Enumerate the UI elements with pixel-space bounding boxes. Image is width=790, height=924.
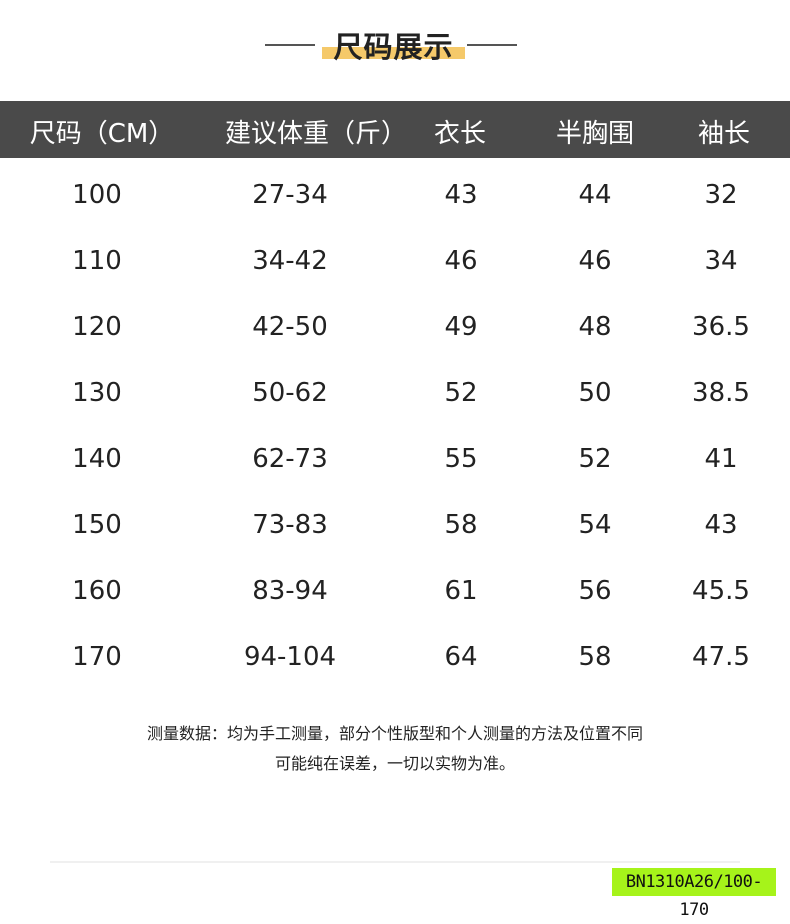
- cell-weight: 73-83: [252, 510, 328, 540]
- title-highlight: [322, 47, 465, 59]
- table-row: 140 62-73 55 52 41: [0, 444, 790, 484]
- cell-weight: 34-42: [252, 246, 328, 276]
- table-header: 尺码（CM） 建议体重（斤） 衣长 半胸围 袖长: [0, 101, 790, 158]
- cell-size: 170: [72, 642, 122, 672]
- header-weight: 建议体重（斤）: [224, 119, 408, 149]
- cell-sleeve: 43: [704, 510, 738, 540]
- cell-half-chest: 46: [578, 246, 612, 276]
- cell-weight: 94-104: [243, 642, 337, 672]
- cell-sleeve: 32: [704, 180, 738, 210]
- product-code-badge: BN1310A26/100-170: [612, 868, 776, 920]
- cell-size: 160: [72, 576, 122, 606]
- cell-size: 110: [72, 246, 122, 276]
- cell-length: 58: [444, 510, 478, 540]
- cell-size: 150: [72, 510, 122, 540]
- table-row: 120 42-50 49 48 36.5: [0, 312, 790, 352]
- cell-sleeve: 45.5: [692, 576, 750, 606]
- cell-half-chest: 56: [578, 576, 612, 606]
- cell-weight: 62-73: [252, 444, 328, 474]
- note-line-2: 可能纯在误差，一切以实物为准。: [274, 754, 515, 773]
- cell-half-chest: 54: [578, 510, 612, 540]
- cell-size: 130: [72, 378, 122, 408]
- page-title: 尺码展示: [333, 30, 454, 64]
- cell-size: 140: [72, 444, 122, 474]
- cell-sleeve: 41: [704, 444, 738, 474]
- cell-length: 61: [444, 576, 478, 606]
- cell-size: 120: [72, 312, 122, 342]
- cell-sleeve: 38.5: [692, 378, 750, 408]
- cell-weight: 83-94: [252, 576, 328, 606]
- cell-length: 46: [444, 246, 478, 276]
- cell-weight: 27-34: [252, 180, 328, 210]
- note-line-1: 测量数据：均为手工测量，部分个性版型和个人测量的方法及位置不同: [146, 724, 643, 743]
- table-row: 170 94-104 64 58 47.5: [0, 642, 790, 682]
- cell-half-chest: 50: [578, 378, 612, 408]
- cell-sleeve: 34: [704, 246, 738, 276]
- table-row: 110 34-42 46 46 34: [0, 246, 790, 286]
- divider: [50, 861, 740, 863]
- cell-weight: 50-62: [252, 378, 328, 408]
- cell-half-chest: 48: [578, 312, 612, 342]
- header-half-chest: 半胸围: [555, 119, 635, 149]
- cell-size: 100: [72, 180, 122, 210]
- title-left-rule: [265, 44, 315, 46]
- cell-length: 52: [444, 378, 478, 408]
- cell-half-chest: 44: [578, 180, 612, 210]
- cell-half-chest: 58: [578, 642, 612, 672]
- cell-sleeve: 36.5: [692, 312, 750, 342]
- cell-length: 64: [444, 642, 478, 672]
- cell-length: 55: [444, 444, 478, 474]
- table-row: 100 27-34 43 44 32: [0, 180, 790, 220]
- title-right-rule: [467, 44, 517, 46]
- table-row: 150 73-83 58 54 43: [0, 510, 790, 550]
- header-sleeve: 袖长: [697, 119, 751, 149]
- header-length: 衣长: [433, 119, 487, 149]
- table-row: 130 50-62 52 50 38.5: [0, 378, 790, 418]
- cell-half-chest: 52: [578, 444, 612, 474]
- cell-length: 43: [444, 180, 478, 210]
- cell-weight: 42-50: [252, 312, 328, 342]
- table-row: 160 83-94 61 56 45.5: [0, 576, 790, 616]
- header-size: 尺码（CM）: [29, 119, 175, 149]
- section-title: 尺码展示: [0, 24, 790, 74]
- cell-length: 49: [444, 312, 478, 342]
- cell-sleeve: 47.5: [692, 642, 750, 672]
